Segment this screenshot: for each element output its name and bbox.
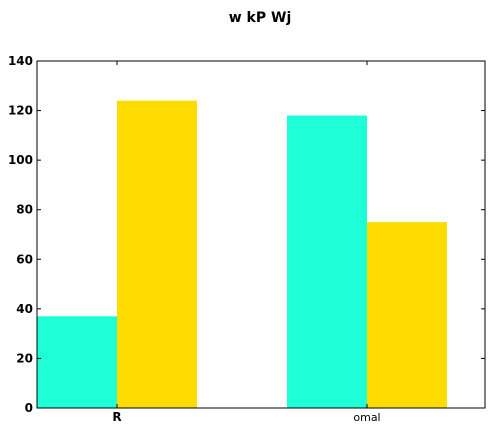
y-axis-tick-labels: 0 20 40 60 80 100 120 140 [8, 54, 33, 415]
y-tick-label: 120 [8, 104, 33, 118]
bar-R-series-1 [37, 316, 117, 408]
bar-omal-series-1 [287, 115, 367, 409]
y-tick-label: 0 [25, 401, 33, 415]
y-tick-label: 140 [8, 54, 33, 68]
bar-omal-series-2 [367, 222, 447, 408]
x-tick-label: R [112, 410, 121, 424]
chart-title: w kP Wj [229, 10, 292, 26]
x-tick-label: omal [353, 411, 380, 424]
y-tick-label: 40 [16, 302, 33, 316]
plot-area-frame [36, 60, 486, 409]
y-tick-label: 100 [8, 153, 33, 167]
y-tick-label: 80 [16, 203, 33, 217]
bar-R-series-2 [117, 100, 197, 409]
ticks-layer [37, 60, 485, 409]
y-tick-label: 60 [16, 252, 33, 266]
bars-layer [37, 100, 447, 409]
y-tick-label: 20 [16, 351, 33, 365]
